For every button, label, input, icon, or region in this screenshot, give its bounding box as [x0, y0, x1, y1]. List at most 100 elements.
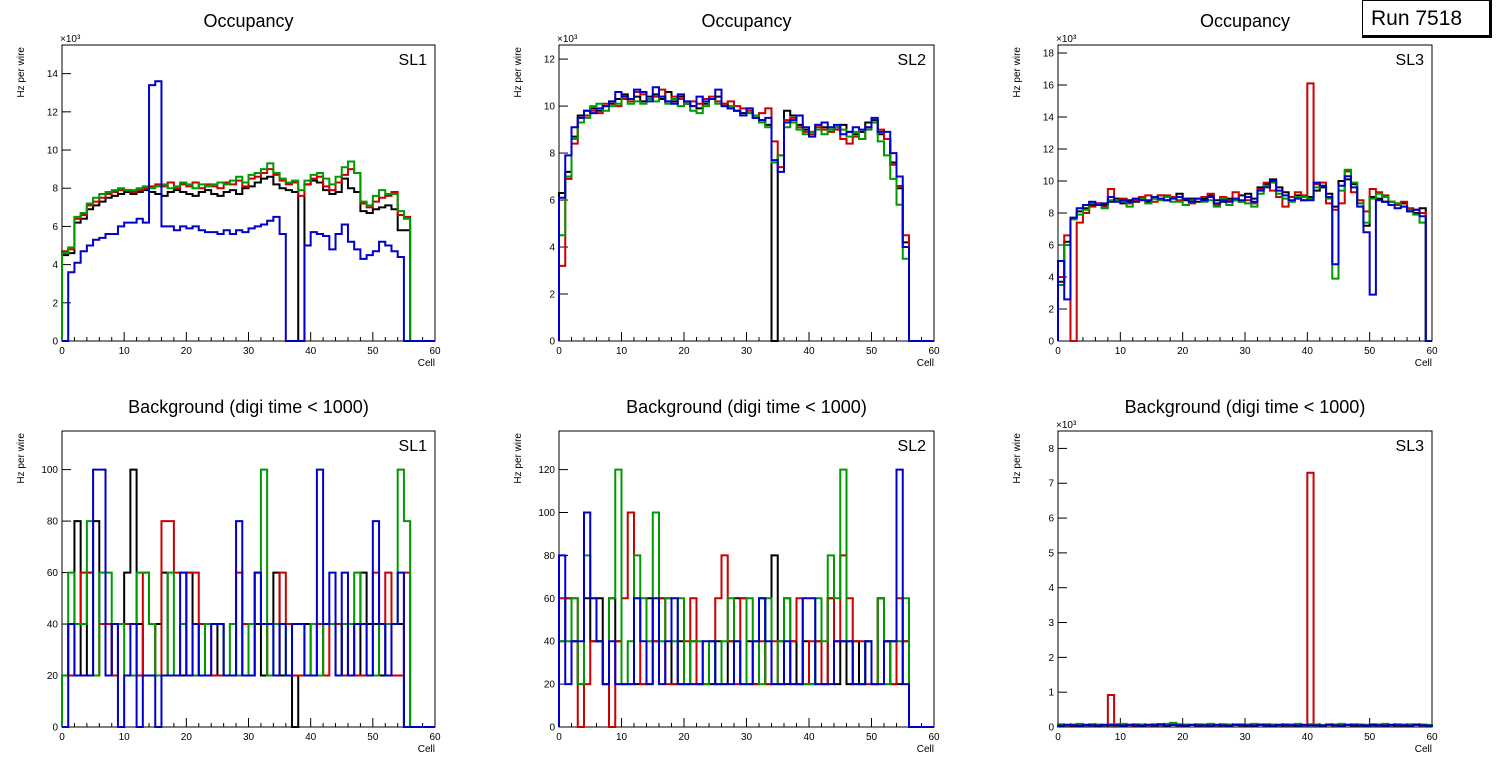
- x-tick-label: 60: [1426, 732, 1438, 743]
- x-tick-label: 50: [1364, 732, 1376, 743]
- y-tick-label: 2: [1048, 305, 1054, 316]
- y-tick-label: 12: [1043, 145, 1055, 156]
- x-tick-label: 20: [1177, 346, 1189, 357]
- y-tick-label: 40: [544, 637, 556, 648]
- chart-title: Background (digi time < 1000): [626, 397, 867, 417]
- y-tick-label: 0: [549, 723, 555, 734]
- x-tick-label: 0: [556, 732, 562, 743]
- series-blue-line: [1057, 723, 1433, 727]
- x-tick-label: 50: [367, 732, 379, 743]
- x-tick-label: 50: [866, 346, 878, 357]
- series-green-line: [61, 160, 435, 342]
- x-tick-label: 40: [803, 346, 815, 357]
- y-tick-label: 8: [1048, 444, 1054, 455]
- x-axis-title: Cell: [418, 358, 435, 369]
- y-tick-label: 14: [1043, 113, 1055, 124]
- y-tick-label: 8: [1048, 209, 1054, 220]
- y-tick-label: 80: [544, 551, 556, 562]
- x-tick-label: 20: [678, 732, 690, 743]
- y-tick-label: 12: [47, 107, 59, 118]
- x-tick-label: 10: [119, 732, 131, 743]
- superlayer-label: SL3: [1396, 52, 1425, 69]
- x-tick-label: 40: [803, 732, 815, 743]
- x-tick-label: 10: [616, 346, 628, 357]
- superlayer-label: SL2: [898, 52, 927, 69]
- x-tick-label: 30: [741, 732, 753, 743]
- x-tick-label: 20: [678, 346, 690, 357]
- y-tick-label: 12: [544, 55, 556, 66]
- x-tick-label: 0: [556, 346, 562, 357]
- x-tick-label: 30: [1239, 732, 1251, 743]
- series-green-line: [558, 95, 934, 342]
- y-tick-label: 20: [544, 680, 556, 691]
- x-tick-label: 10: [616, 732, 628, 743]
- x-axis-title: Cell: [1415, 744, 1432, 755]
- y-axis-title: Hz per wire: [16, 433, 27, 484]
- x-tick-label: 30: [243, 346, 255, 357]
- y-tick-label: 6: [1048, 514, 1054, 525]
- x-tick-label: 40: [1302, 732, 1314, 743]
- y-tick-label: 0: [1048, 337, 1054, 348]
- chart-title: Occupancy: [1200, 11, 1290, 31]
- y-axis-multiplier: ×10³: [60, 34, 81, 45]
- y-tick-label: 80: [47, 517, 59, 528]
- y-axis-multiplier: ×10³: [1056, 420, 1077, 431]
- chart-title: Background (digi time < 1000): [1125, 397, 1366, 417]
- superlayer-label: SL1: [399, 52, 428, 69]
- y-tick-label: 60: [544, 594, 556, 605]
- y-tick-label: 1: [1048, 688, 1054, 699]
- y-tick-label: 8: [52, 184, 58, 195]
- y-tick-label: 0: [1048, 723, 1054, 734]
- y-axis-title: Hz per wire: [1012, 47, 1023, 98]
- x-tick-label: 60: [429, 732, 441, 743]
- y-tick-label: 0: [52, 337, 58, 348]
- x-tick-label: 60: [429, 346, 441, 357]
- chart-title: Occupancy: [203, 11, 293, 31]
- y-tick-label: 2: [1048, 653, 1054, 664]
- y-axis-title: Hz per wire: [16, 47, 27, 98]
- y-axis-multiplier: ×10³: [557, 34, 578, 45]
- superlayer-label: SL2: [898, 438, 927, 455]
- y-tick-label: 7: [1048, 479, 1054, 490]
- y-tick-label: 6: [1048, 241, 1054, 252]
- y-tick-label: 0: [52, 723, 58, 734]
- y-axis-title: Hz per wire: [1012, 433, 1023, 484]
- x-tick-label: 0: [1055, 346, 1061, 357]
- x-tick-label: 0: [59, 732, 65, 743]
- y-tick-label: 4: [549, 243, 555, 254]
- y-axis-multiplier: ×10³: [1056, 34, 1077, 45]
- x-tick-label: 50: [1364, 346, 1376, 357]
- series-blue-line: [62, 468, 435, 728]
- x-axis-title: Cell: [1415, 358, 1432, 369]
- y-tick-label: 2: [52, 298, 58, 309]
- y-tick-label: 16: [1043, 81, 1055, 92]
- y-tick-label: 10: [544, 102, 556, 113]
- x-tick-label: 50: [866, 732, 878, 743]
- y-axis-title: Hz per wire: [513, 433, 524, 484]
- x-tick-label: 20: [181, 732, 193, 743]
- x-tick-label: 60: [1426, 346, 1438, 357]
- y-tick-label: 120: [538, 465, 555, 476]
- chart-title: Occupancy: [701, 11, 791, 31]
- series-blue-line: [558, 86, 934, 342]
- y-tick-label: 60: [47, 568, 59, 579]
- y-tick-label: 4: [1048, 583, 1054, 594]
- x-tick-label: 0: [1055, 732, 1061, 743]
- y-tick-label: 3: [1048, 618, 1054, 629]
- x-tick-label: 30: [741, 346, 753, 357]
- x-tick-label: 10: [119, 346, 131, 357]
- y-tick-label: 8: [549, 149, 555, 160]
- x-tick-label: 10: [1115, 732, 1127, 743]
- series-red-line: [61, 168, 435, 342]
- y-tick-label: 6: [52, 222, 58, 233]
- y-tick-label: 18: [1043, 49, 1055, 60]
- x-tick-label: 60: [928, 346, 940, 357]
- x-tick-label: 0: [59, 346, 65, 357]
- y-tick-label: 4: [1048, 273, 1054, 284]
- y-tick-label: 4: [52, 260, 58, 271]
- x-axis-title: Cell: [917, 358, 934, 369]
- x-tick-label: 30: [1239, 346, 1251, 357]
- series-blue-line: [62, 80, 435, 342]
- series-blue-line: [1057, 175, 1432, 342]
- y-tick-label: 100: [41, 465, 58, 476]
